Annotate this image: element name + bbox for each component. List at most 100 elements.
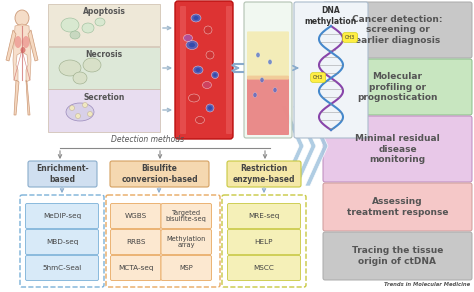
Text: RRBS: RRBS (126, 239, 146, 245)
FancyBboxPatch shape (110, 161, 209, 187)
Ellipse shape (82, 23, 94, 33)
FancyBboxPatch shape (228, 204, 301, 229)
Text: MCTA-seq: MCTA-seq (118, 265, 154, 271)
FancyBboxPatch shape (110, 230, 161, 255)
Ellipse shape (183, 34, 192, 41)
FancyBboxPatch shape (175, 1, 233, 139)
Text: MRE-seq: MRE-seq (248, 213, 280, 219)
Text: HELP: HELP (255, 239, 273, 245)
Ellipse shape (61, 18, 79, 32)
FancyBboxPatch shape (161, 230, 211, 255)
Ellipse shape (70, 105, 74, 110)
Ellipse shape (20, 47, 26, 53)
FancyBboxPatch shape (294, 2, 368, 138)
FancyBboxPatch shape (180, 6, 186, 134)
Polygon shape (6, 30, 16, 61)
Ellipse shape (193, 66, 203, 74)
FancyBboxPatch shape (110, 204, 161, 229)
Ellipse shape (70, 31, 80, 39)
FancyBboxPatch shape (227, 161, 301, 187)
FancyBboxPatch shape (222, 195, 306, 287)
FancyBboxPatch shape (110, 256, 161, 281)
Polygon shape (293, 106, 316, 186)
FancyBboxPatch shape (323, 232, 472, 280)
FancyBboxPatch shape (26, 204, 99, 229)
Ellipse shape (75, 114, 81, 119)
Text: MeDIP-seq: MeDIP-seq (43, 213, 81, 219)
Polygon shape (305, 106, 328, 186)
FancyBboxPatch shape (247, 76, 289, 135)
Ellipse shape (73, 72, 87, 84)
Polygon shape (14, 80, 19, 115)
Text: Minimal residual
disease
monitoring: Minimal residual disease monitoring (355, 134, 440, 164)
Ellipse shape (193, 16, 199, 20)
Ellipse shape (22, 36, 29, 48)
Ellipse shape (195, 68, 201, 72)
Text: WGBS: WGBS (125, 213, 147, 219)
Ellipse shape (83, 58, 101, 72)
Text: Detection methods: Detection methods (111, 135, 184, 145)
Ellipse shape (195, 117, 204, 124)
FancyBboxPatch shape (48, 47, 160, 89)
FancyBboxPatch shape (26, 256, 99, 281)
Ellipse shape (202, 81, 211, 88)
FancyBboxPatch shape (48, 4, 160, 46)
FancyBboxPatch shape (226, 6, 232, 134)
FancyBboxPatch shape (48, 89, 160, 131)
Polygon shape (28, 30, 38, 61)
FancyBboxPatch shape (161, 256, 211, 281)
FancyBboxPatch shape (323, 2, 472, 58)
Ellipse shape (206, 104, 214, 112)
Text: Methylation
array: Methylation array (166, 236, 206, 248)
FancyBboxPatch shape (228, 230, 301, 255)
FancyBboxPatch shape (323, 59, 472, 115)
Polygon shape (26, 80, 30, 115)
Text: Necrosis: Necrosis (85, 50, 123, 59)
Ellipse shape (95, 18, 105, 26)
Ellipse shape (253, 93, 257, 98)
Ellipse shape (204, 26, 212, 34)
Ellipse shape (66, 103, 94, 121)
Polygon shape (281, 106, 304, 186)
Ellipse shape (186, 41, 198, 50)
Text: MBD-seq: MBD-seq (46, 239, 78, 245)
Ellipse shape (273, 88, 277, 93)
FancyBboxPatch shape (26, 230, 99, 255)
FancyBboxPatch shape (161, 204, 211, 229)
Text: 5hmC-Seal: 5hmC-Seal (42, 265, 82, 271)
FancyBboxPatch shape (323, 183, 472, 231)
FancyBboxPatch shape (106, 195, 220, 287)
Polygon shape (13, 24, 31, 82)
Text: Cancer detection:
screening or
earlier diagnosis: Cancer detection: screening or earlier d… (352, 15, 443, 45)
Ellipse shape (59, 60, 81, 76)
Ellipse shape (268, 60, 272, 65)
Text: Targeted
bisulfite-seq: Targeted bisulfite-seq (166, 209, 207, 223)
Ellipse shape (213, 73, 217, 77)
Ellipse shape (206, 51, 214, 59)
Text: Tracing the tissue
origin of ctDNA: Tracing the tissue origin of ctDNA (352, 246, 443, 266)
Ellipse shape (15, 36, 21, 48)
Ellipse shape (208, 106, 212, 110)
Text: Enrichment-
based: Enrichment- based (36, 164, 89, 184)
Ellipse shape (88, 112, 92, 117)
Text: Bisulfite
conversion-based: Bisulfite conversion-based (121, 164, 198, 184)
Text: MSCC: MSCC (254, 265, 274, 271)
Text: DNA
methylation: DNA methylation (305, 6, 357, 26)
Text: CH3: CH3 (313, 75, 323, 80)
Ellipse shape (189, 43, 195, 47)
FancyBboxPatch shape (323, 116, 472, 182)
Text: Trends in Molecular Medicine: Trends in Molecular Medicine (384, 282, 470, 287)
Text: CH3: CH3 (345, 35, 355, 40)
Text: Apoptosis: Apoptosis (82, 8, 126, 17)
Text: Restriction
enzyme-based: Restriction enzyme-based (233, 164, 295, 184)
Ellipse shape (15, 10, 29, 26)
Ellipse shape (256, 53, 260, 58)
FancyBboxPatch shape (247, 32, 289, 80)
FancyBboxPatch shape (28, 161, 97, 187)
FancyBboxPatch shape (244, 2, 292, 138)
FancyBboxPatch shape (228, 256, 301, 281)
Ellipse shape (189, 94, 200, 102)
Text: Molecular
profiling or
prognostication: Molecular profiling or prognostication (357, 72, 438, 102)
Ellipse shape (82, 102, 88, 107)
Text: Assessing
treatment response: Assessing treatment response (347, 197, 448, 217)
